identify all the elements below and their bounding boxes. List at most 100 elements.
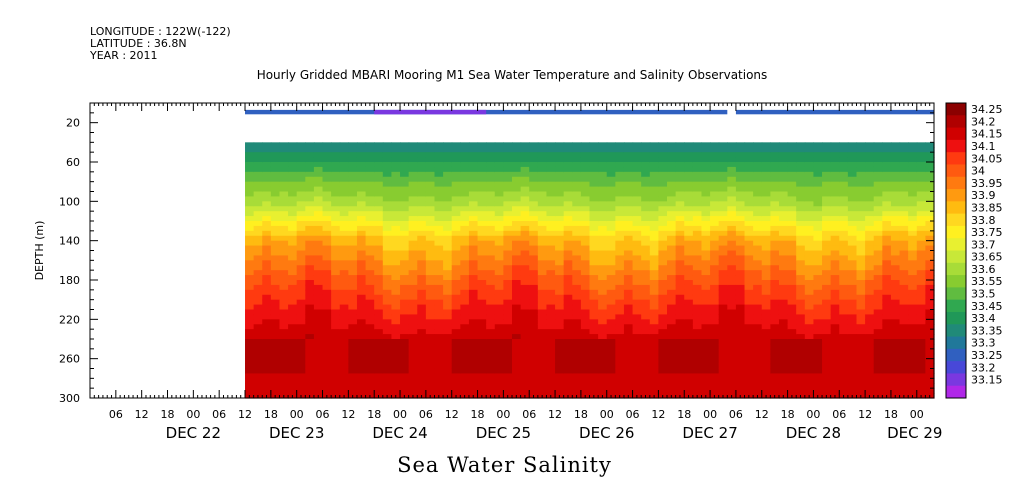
- heatmap-cell: [529, 329, 539, 335]
- heatmap-cell: [529, 309, 539, 316]
- heatmap-cell: [425, 221, 436, 227]
- heatmap-cell: [460, 225, 470, 232]
- heatmap-cell: [822, 280, 832, 286]
- heatmap-cell: [778, 368, 789, 375]
- heatmap-cell: [374, 319, 384, 325]
- heatmap-cell: [770, 157, 780, 163]
- heatmap-cell: [408, 245, 418, 252]
- heatmap-cell: [667, 157, 677, 163]
- heatmap-cell: [563, 280, 573, 286]
- heatmap-cell: [856, 348, 866, 355]
- heatmap-cell: [623, 299, 634, 306]
- heatmap-cell: [606, 152, 616, 158]
- heatmap-cell: [606, 166, 616, 173]
- heatmap-cell: [245, 147, 255, 153]
- heatmap-cell: [477, 314, 487, 320]
- heatmap-cell: [890, 230, 901, 237]
- heatmap-cell: [305, 186, 315, 193]
- heatmap-cell: [382, 314, 393, 320]
- heatmap-cell: [847, 250, 858, 257]
- heatmap-cell: [598, 245, 608, 252]
- heatmap-cell: [925, 329, 935, 335]
- heatmap-cell: [417, 186, 427, 193]
- heatmap-cell: [572, 201, 582, 207]
- heatmap-cell: [391, 284, 401, 291]
- heatmap-cell: [899, 186, 909, 193]
- heatmap-cell: [890, 240, 901, 247]
- heatmap-cell: [718, 353, 728, 360]
- heatmap-cell: [288, 162, 298, 168]
- heatmap-cell: [400, 280, 410, 286]
- heatmap-cell: [692, 181, 703, 188]
- heatmap-cell: [400, 152, 410, 158]
- heatmap-cell: [641, 245, 651, 252]
- heatmap-cell: [770, 319, 780, 325]
- heatmap-cell: [658, 368, 668, 375]
- heatmap-cell: [374, 265, 384, 271]
- heatmap-cell: [555, 162, 565, 168]
- heatmap-cell: [313, 255, 324, 261]
- heatmap-cell: [684, 260, 694, 266]
- heatmap-cell: [787, 304, 797, 311]
- heatmap-cell: [279, 225, 289, 232]
- heatmap-cell: [873, 334, 883, 340]
- heatmap-cell: [468, 358, 479, 365]
- heatmap-cell: [313, 378, 324, 384]
- heatmap-cell: [443, 255, 453, 261]
- heatmap-cell: [270, 250, 281, 257]
- heatmap-cell: [486, 147, 496, 153]
- heatmap-cell: [890, 299, 901, 306]
- heatmap-cell: [641, 221, 651, 227]
- heatmap-cell: [830, 265, 840, 271]
- heatmap-cell: [899, 152, 909, 158]
- heatmap-cell: [589, 196, 599, 202]
- heatmap-cell: [632, 299, 642, 306]
- heatmap-cell: [443, 196, 453, 202]
- heatmap-cell: [882, 329, 892, 335]
- heatmap-cell: [813, 343, 823, 350]
- heatmap-cell: [710, 235, 720, 242]
- heatmap-cell: [468, 186, 479, 193]
- heatmap-cell: [916, 275, 926, 281]
- heatmap-cell: [615, 240, 625, 247]
- heatmap-cell: [468, 334, 479, 340]
- heatmap-cell: [356, 147, 367, 153]
- heatmap-cell: [598, 309, 608, 316]
- heatmap-cell: [710, 334, 720, 340]
- colorbar-label: 34.15: [971, 128, 1003, 141]
- heatmap-cell: [374, 270, 384, 276]
- heatmap-cell: [744, 211, 754, 217]
- heatmap-cell: [288, 353, 298, 360]
- heatmap-cell: [580, 147, 591, 153]
- heatmap-cell: [847, 221, 858, 227]
- heatmap-cell: [916, 250, 926, 257]
- heatmap-cell: [598, 324, 608, 330]
- heatmap-cell: [778, 176, 789, 183]
- heatmap-cell: [658, 240, 668, 247]
- heatmap-cell: [339, 343, 349, 350]
- heatmap-cell: [443, 309, 453, 316]
- heatmap-cell: [598, 275, 608, 281]
- heatmap-cell: [356, 343, 367, 350]
- heatmap-cell: [598, 319, 608, 325]
- heatmap-cell: [692, 171, 703, 178]
- heatmap-cell: [916, 339, 926, 345]
- heatmap-cell: [865, 275, 875, 281]
- heatmap-cell: [865, 299, 875, 306]
- heatmap-cell: [331, 142, 341, 148]
- heatmap-cell: [305, 348, 315, 355]
- heatmap-cell: [460, 324, 470, 330]
- heatmap-cell: [615, 309, 625, 316]
- heatmap-cell: [589, 245, 599, 252]
- heatmap-cell: [744, 255, 754, 261]
- heatmap-cell: [649, 157, 660, 163]
- heatmap-cell: [701, 162, 711, 168]
- heatmap-cell: [339, 294, 349, 301]
- heatmap-cell: [468, 162, 479, 168]
- heatmap-cell: [770, 329, 780, 335]
- heatmap-cell: [400, 324, 410, 330]
- heatmap-cell: [744, 245, 754, 252]
- colorbar-swatch: [946, 348, 966, 362]
- heatmap-cell: [675, 186, 685, 193]
- heatmap-cell: [400, 304, 410, 311]
